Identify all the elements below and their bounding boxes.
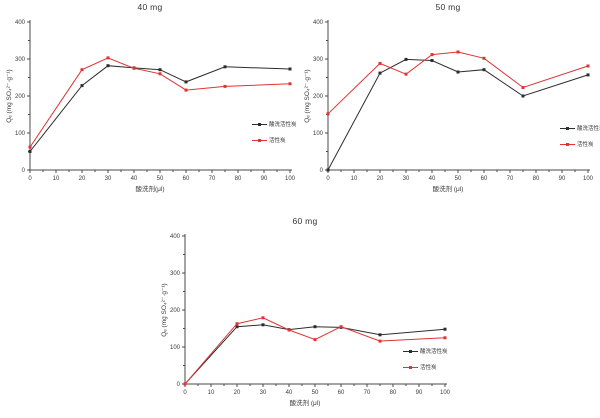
- plot-40mg: 0 10 20 30 40 50 60 70 80 90 100 0 100 200 300 400: [15, 20, 296, 182]
- svg-text:0: 0: [183, 390, 187, 396]
- legend-60mg: 酸洗活性炭 活性炭: [403, 347, 448, 379]
- legend-item-acid-washed-carbon: 酸洗活性炭: [560, 124, 600, 132]
- legend-label: 活性炭: [420, 365, 437, 371]
- legend-item-carbon: 活性炭: [252, 136, 297, 144]
- series-marker-icon: [252, 122, 267, 127]
- svg-text:100: 100: [285, 176, 296, 182]
- y-axis-label-40mg: Qₑ (mg SO₄²⁻·g⁻¹): [6, 69, 13, 123]
- svg-text:0: 0: [320, 168, 324, 174]
- legend-label: 酸洗活性炭: [269, 122, 297, 128]
- svg-text:100: 100: [170, 345, 181, 351]
- svg-text:70: 70: [209, 176, 216, 182]
- plot-50mg: 0 10 20 30 40 50 60 70 80 90 100 0 100 200 300 400: [313, 20, 594, 182]
- legend-item-carbon: 活性炭: [560, 140, 600, 148]
- svg-text:100: 100: [313, 131, 324, 137]
- svg-text:10: 10: [351, 176, 358, 182]
- svg-text:0: 0: [22, 168, 26, 174]
- svg-text:60: 60: [183, 176, 190, 182]
- svg-text:60: 60: [338, 390, 345, 396]
- svg-text:300: 300: [170, 271, 181, 277]
- legend-item-acid-washed-carbon: 酸洗活性炭: [252, 120, 297, 128]
- svg-text:30: 30: [403, 176, 410, 182]
- svg-text:10: 10: [208, 390, 215, 396]
- series-marker-icon: [403, 365, 418, 370]
- svg-text:20: 20: [234, 390, 241, 396]
- svg-text:80: 80: [235, 176, 242, 182]
- chart-title-50mg: 50 mg: [435, 2, 461, 12]
- svg-text:0: 0: [177, 382, 181, 388]
- legend-50mg: 酸洗活性炭 活性炭: [560, 124, 600, 156]
- plot-60mg: 0 10 20 30 40 50 60 70 80 90 100 0 100 200 300 400: [170, 234, 451, 396]
- series-marker-icon: [403, 349, 418, 354]
- svg-text:400: 400: [15, 20, 26, 26]
- y-axis-label-50mg: Qₑ (mg SO₄²⁻·g⁻¹): [304, 69, 311, 123]
- chart-title-40mg: 40 mg: [137, 2, 163, 12]
- legend-label: 酸洗活性炭: [420, 349, 448, 355]
- svg-text:200: 200: [170, 308, 181, 314]
- svg-text:20: 20: [79, 176, 86, 182]
- svg-text:80: 80: [533, 176, 540, 182]
- x-axis-label-60mg: 酸洗剂 (μl): [289, 400, 321, 407]
- svg-text:0: 0: [28, 176, 32, 182]
- svg-text:20: 20: [377, 176, 384, 182]
- chart-60mg: 0 10 20 30 40 50 60 70 80 90 100 0 100 200 300 400 60 m…: [155, 214, 455, 418]
- chart-title-60mg: 60 mg: [292, 216, 318, 226]
- svg-text:200: 200: [313, 94, 324, 100]
- svg-text:200: 200: [15, 94, 26, 100]
- svg-text:50: 50: [455, 176, 462, 182]
- svg-text:100: 100: [440, 390, 451, 396]
- x-axis-label-40mg: 酸洗剂(μl): [135, 186, 165, 193]
- svg-text:10: 10: [53, 176, 60, 182]
- legend-40mg: 酸洗活性炭 活性炭: [252, 120, 297, 152]
- legend-label: 酸洗活性炭: [577, 126, 600, 132]
- chart-50mg: 0 10 20 30 40 50 60 70 80 90 100 0 100 200 300 400 50 m…: [298, 0, 600, 209]
- svg-text:400: 400: [170, 234, 181, 240]
- svg-text:70: 70: [507, 176, 514, 182]
- svg-text:70: 70: [364, 390, 371, 396]
- svg-text:90: 90: [261, 176, 268, 182]
- svg-text:300: 300: [313, 57, 324, 63]
- series-marker-icon: [252, 138, 267, 143]
- series-marker-icon: [560, 126, 575, 131]
- legend-label: 活性炭: [269, 138, 286, 144]
- svg-text:100: 100: [15, 131, 26, 137]
- svg-text:0: 0: [326, 176, 330, 182]
- svg-text:400: 400: [313, 20, 324, 26]
- svg-text:40: 40: [286, 390, 293, 396]
- series-marker-icon: [560, 142, 575, 147]
- svg-text:60: 60: [481, 176, 488, 182]
- legend-item-carbon: 活性炭: [403, 363, 448, 371]
- legend-item-acid-washed-carbon: 酸洗活性炭: [403, 347, 448, 355]
- svg-text:90: 90: [559, 176, 566, 182]
- svg-text:30: 30: [260, 390, 267, 396]
- svg-text:40: 40: [131, 176, 138, 182]
- svg-text:80: 80: [390, 390, 397, 396]
- svg-text:50: 50: [157, 176, 164, 182]
- svg-text:30: 30: [105, 176, 112, 182]
- svg-text:300: 300: [15, 57, 26, 63]
- chart-40mg: 0 10 20 30 40 50 60 70 80 90 100 0 100 200 300 400 40 m…: [0, 0, 300, 209]
- svg-text:50: 50: [312, 390, 319, 396]
- svg-text:40: 40: [429, 176, 436, 182]
- legend-label: 活性炭: [577, 142, 594, 148]
- x-axis-label-50mg: 酸洗剂 (μl): [432, 186, 464, 193]
- svg-text:90: 90: [416, 390, 423, 396]
- svg-text:100: 100: [583, 176, 594, 182]
- y-axis-label-60mg: Qₑ (mg SO₄²⁻·g⁻¹): [161, 283, 168, 337]
